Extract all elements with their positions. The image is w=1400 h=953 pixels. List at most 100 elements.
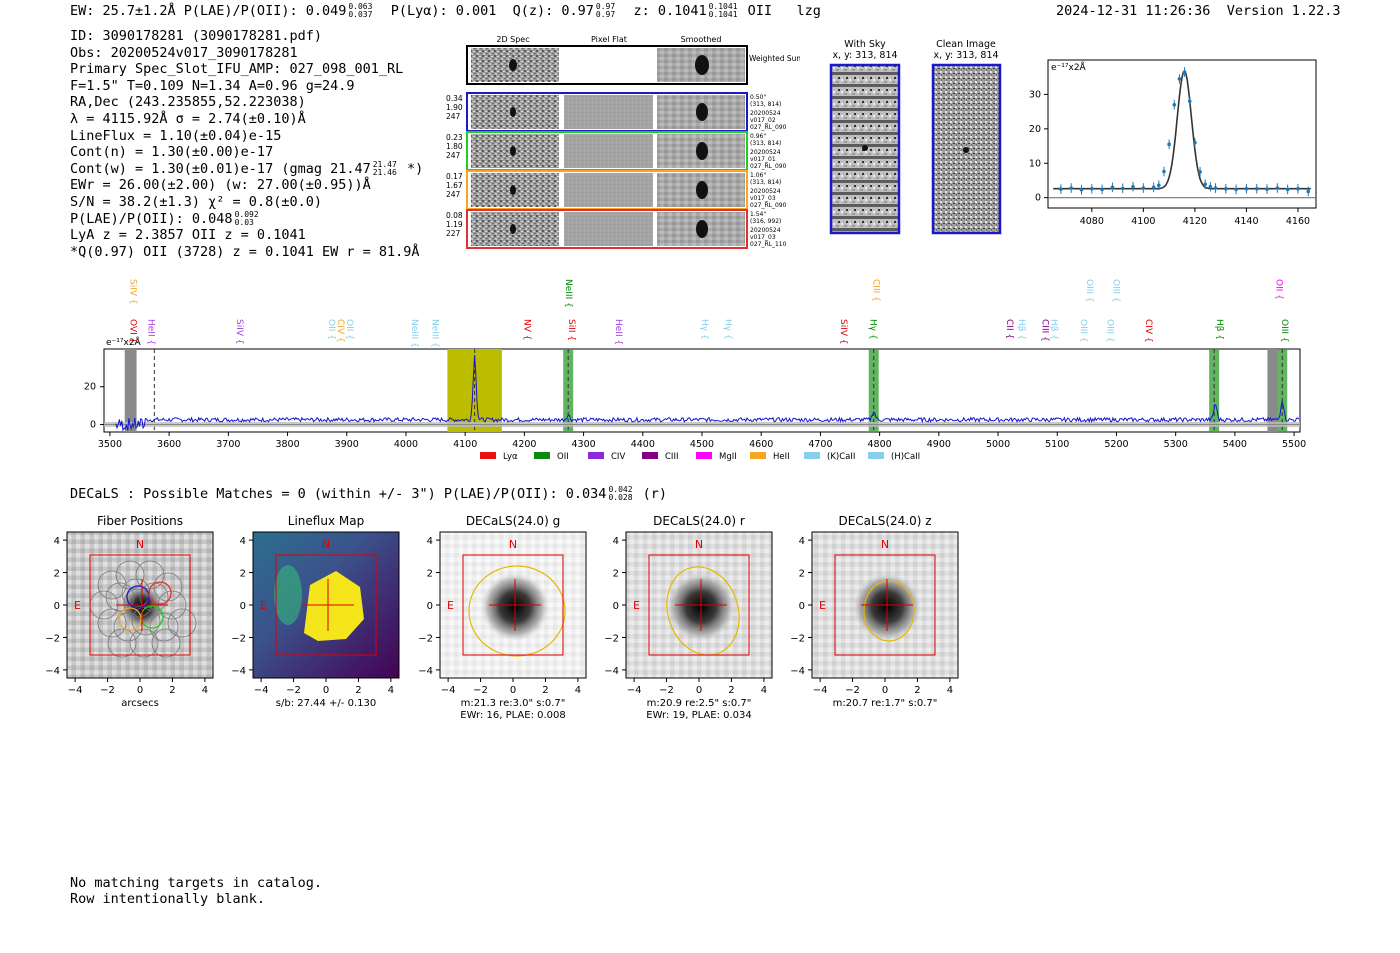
masked-region	[124, 349, 137, 432]
image-panel: Lineflux Map N E −4 −4 −2 −2 0 0 2 2 4 4 s/b: 27.44 +…	[231, 514, 400, 709]
zoom-xtick-label: 4120	[1183, 216, 1207, 227]
legend-entry: (K)CaII	[804, 452, 855, 462]
legend-label: MgII	[719, 452, 737, 462]
cutout-count: 227	[446, 229, 461, 238]
panel-ytick-label: 0	[613, 601, 619, 612]
spectrum-ytick-label: 20	[84, 382, 96, 393]
spectrum-xtick-label: 3800	[275, 439, 299, 450]
cutout-date: 20200524	[750, 110, 781, 117]
legend-swatch	[750, 452, 766, 459]
spectrum-xtick-label: 3500	[98, 439, 122, 450]
line-label: Hγ {	[723, 319, 733, 340]
legend-swatch	[642, 452, 658, 459]
zoom-point	[1187, 99, 1192, 104]
cutout-distance: 1.54"	[750, 211, 766, 218]
aperture-ellipse	[863, 580, 915, 642]
panel-ytick-label: 2	[54, 569, 60, 580]
zoom-point	[1182, 70, 1187, 74]
panel-ytick-label: 0	[427, 601, 433, 612]
cutout-flat	[564, 134, 653, 168]
line-label-top: CIII {	[871, 279, 881, 302]
clean-xy: x, y: 313, 814	[933, 50, 998, 61]
weighted-sum-row: Weighted Sum	[466, 45, 800, 85]
zoom-point	[1167, 142, 1171, 147]
panel-caption: s/b: 27.44 +/- 0.130	[276, 698, 376, 709]
image-panel: DECaLS(24.0) r N E −4 −4 −2 −2 0 0 2 2 4 4 m:20.9 re:…	[604, 514, 773, 721]
fiber-circle	[139, 582, 169, 612]
panel-ytick-label: 4	[54, 536, 60, 547]
panel-ytick-label: 2	[240, 569, 246, 580]
aperture-ellipse	[666, 566, 740, 656]
line-label: NeIII {	[409, 319, 419, 348]
zoom-ytick-label: 0	[1035, 193, 1041, 204]
cutout-2d-source	[510, 224, 516, 234]
east-label: E	[819, 599, 826, 612]
line-label: SiIV {	[838, 319, 848, 345]
zoom-point	[1224, 186, 1228, 191]
panel-ytick-label: 4	[240, 536, 246, 547]
panel-xtick-label: 0	[323, 685, 329, 696]
panel-ytick-label: 0	[54, 601, 60, 612]
cutout-2d-source	[510, 185, 516, 195]
spectrum-xtick-label: 5500	[1282, 439, 1306, 450]
panel-ytick-label: 0	[240, 601, 246, 612]
north-label: N	[136, 538, 144, 551]
header-datetime: 2024-12-31 11:26:36 Version 1.22.3	[1056, 3, 1341, 19]
fiber-circle	[131, 606, 161, 636]
fiber-blue	[126, 585, 150, 609]
zoom-point	[1234, 187, 1238, 192]
legend-entry: MgII	[696, 452, 737, 462]
zoom-point	[1157, 183, 1161, 188]
panel-caption-2: EWr: 19, PLAE: 0.034	[646, 710, 752, 721]
spectrum-xtick-label: 4200	[512, 439, 536, 450]
panel-xtick-label: −2	[286, 685, 301, 696]
cutout-count: 247	[446, 112, 461, 121]
line-label: OIII {	[1105, 319, 1115, 343]
info-q: *Q(0.97) OII (3728) z = 0.1041 EW r = 81…	[70, 243, 420, 260]
zoom-xtick-label: 4100	[1131, 216, 1155, 227]
cutout-amp: 027_RL_090	[750, 124, 787, 131]
spectrum-xtick-label: 4100	[453, 439, 477, 450]
info-lambda: λ = 4115.92Å σ = 2.74(±0.10)Å	[70, 110, 306, 127]
spectral-cutouts: 2D Spec Pixel Flat Smoothed Weighted Sum…	[446, 35, 800, 249]
line-label: Hβ {	[1016, 319, 1026, 340]
fiber-orange	[118, 607, 142, 631]
spectrum-xtick-label: 5100	[1045, 439, 1069, 450]
info-lineflux: LineFlux = 1.10(±0.04)e-15	[70, 127, 282, 144]
detection-info: ID: 3090178281 (3090178281.pdf) Obs: 202…	[70, 28, 423, 260]
cutout-background: 1.67	[446, 181, 463, 190]
cutout-date: 20200524	[750, 227, 781, 234]
panel-xtick-label: 4	[761, 685, 767, 696]
zoom-point	[1285, 187, 1290, 192]
legend-label: CIII	[665, 452, 678, 462]
spectrum-line	[115, 355, 1300, 432]
info-obs: Obs: 20200524v017_3090178281	[70, 44, 298, 61]
detection-box	[648, 554, 750, 656]
cutout-flat	[564, 173, 653, 207]
panel-xtick-label: −4	[627, 685, 642, 696]
line-label: HeII {	[145, 319, 155, 345]
image-panel: DECaLS(24.0) z N E −4 −4 −2 −2 0 0 2 2 4 4 m:20.7 re:…	[790, 514, 959, 709]
legend-label: (H)CaII	[891, 452, 920, 462]
fiber-circle	[123, 588, 153, 618]
spectrum-xtick-label: 4300	[571, 439, 595, 450]
panel-ytick-label: 0	[799, 601, 805, 612]
legend-swatch	[696, 452, 712, 459]
spectrum-xtick-label: 4900	[927, 439, 951, 450]
decals-summary: DECaLS : Possible Matches = 0 (within +/…	[70, 485, 668, 503]
cutout-distance: 1.06"	[750, 172, 766, 179]
zoom-point	[1275, 186, 1280, 190]
info-sn: S/N = 38.2(±1.3) χ² = 0.8(±0.0)	[70, 193, 322, 210]
cutout-date: 20200524	[750, 149, 781, 156]
panel-ytick-label: 4	[613, 536, 619, 547]
cutout-visit: v017_03	[750, 234, 776, 241]
line-label: HeII {	[613, 319, 623, 345]
line-label: CIII {	[1039, 319, 1049, 342]
clean-source	[963, 147, 969, 153]
panel-xtick-label: −2	[473, 685, 488, 696]
legend-swatch	[804, 452, 820, 459]
spectrum-xtick-label: 4800	[868, 439, 892, 450]
panel-xtick-label: 2	[169, 685, 175, 696]
line-band	[1209, 349, 1220, 432]
